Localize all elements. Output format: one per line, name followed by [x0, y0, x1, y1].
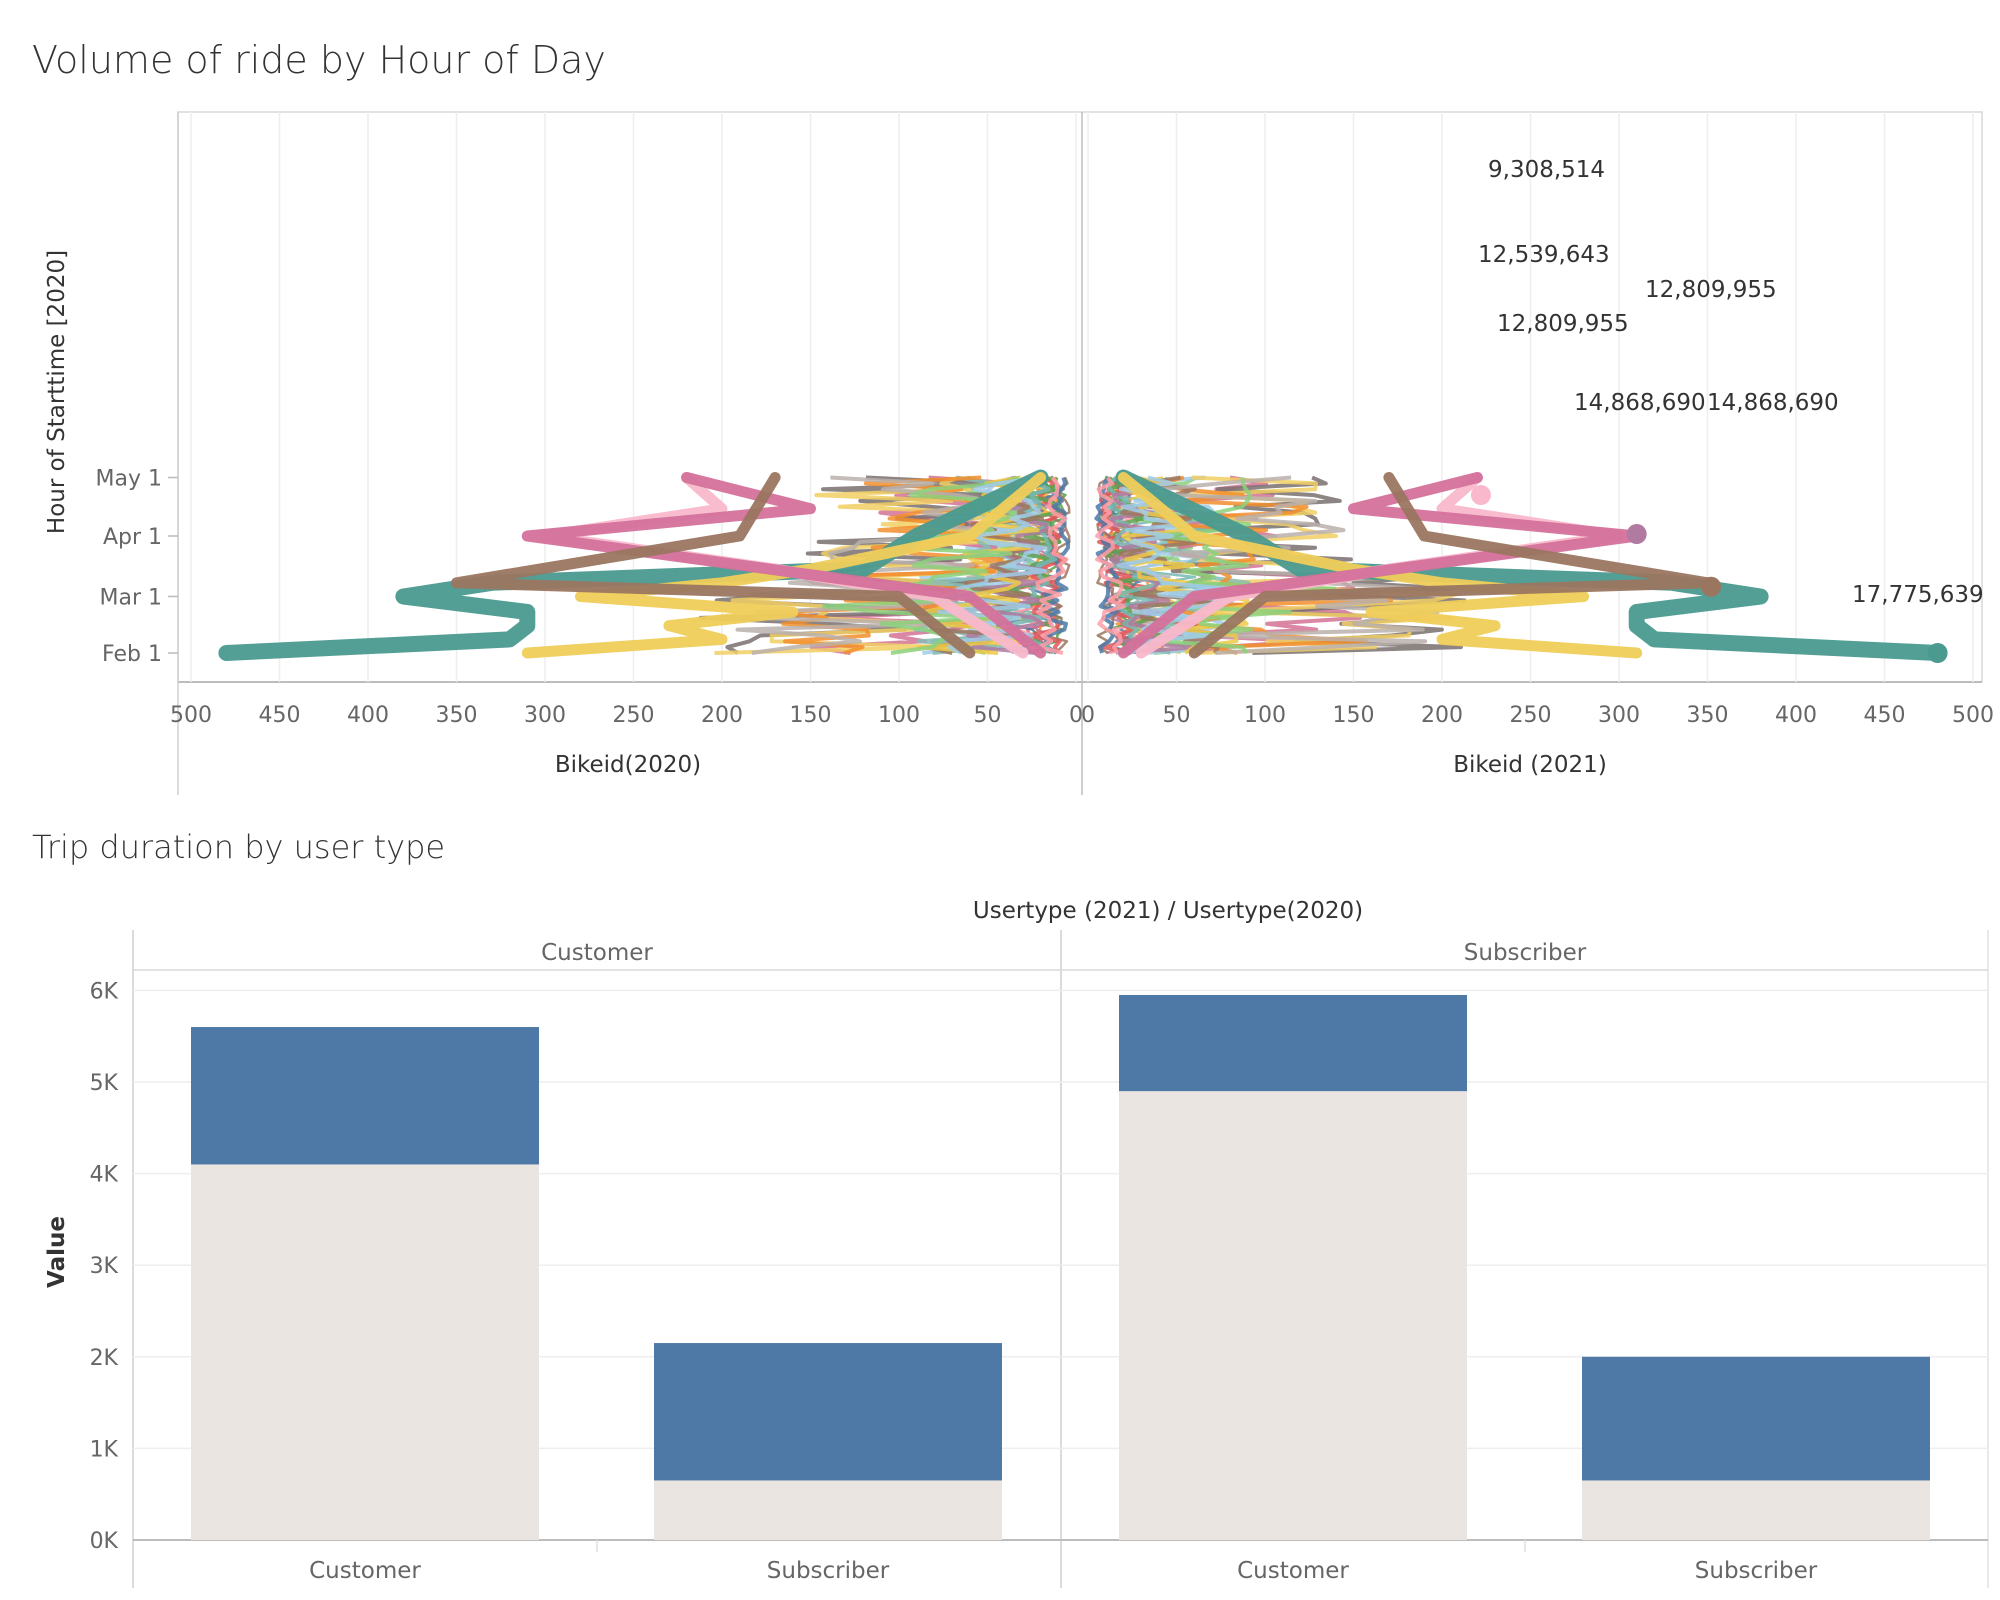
y-tick-label: 3K [90, 1254, 119, 1279]
y-axis-title: Hour of Starttime [2020] [44, 250, 70, 534]
column-header-title: Usertype (2021) / Usertype(2020) [973, 898, 1363, 924]
x-tick-label-left: 500 [170, 703, 212, 728]
y-tick-label: 5K [90, 1071, 119, 1096]
highlighted-series-line [521, 472, 1047, 659]
data-annotation: 14,868,690 [1707, 390, 1839, 416]
x-category-label: Subscriber [1695, 1558, 1818, 1584]
y-tick-label: Feb 1 [102, 642, 162, 667]
highlighted-series-line [1117, 472, 1643, 659]
x-tick-label-left: 150 [790, 703, 832, 728]
data-annotation: 17,775,639 [1852, 582, 1984, 608]
end-point-marker [1470, 485, 1491, 506]
bar-segment-base [191, 1164, 539, 1540]
bar-segment-top [191, 1027, 539, 1165]
end-point-marker [1927, 643, 1948, 663]
x-tick-label-right: 100 [1244, 703, 1286, 728]
data-annotation: 14,868,690 [1574, 390, 1706, 416]
end-point-marker [1626, 524, 1647, 545]
y-tick-label: May 1 [96, 467, 162, 492]
ride-volume-chart: 500 450 400 350 300 250 200 150 100 50 00 50 100 150 2… [44, 111, 1994, 795]
x-tick-label-left: 250 [613, 703, 655, 728]
panel-header: Customer [541, 940, 653, 966]
x-category-label: Customer [1237, 1558, 1349, 1584]
x-tick-label-right: 500 [1952, 703, 1994, 728]
x-tick-label-right: 300 [1598, 703, 1640, 728]
x-tick-label-left: 400 [347, 703, 389, 728]
data-annotation: 9,308,514 [1488, 157, 1605, 183]
x-tick-label-left: 300 [524, 703, 566, 728]
series-line [1035, 476, 1069, 655]
y-tick-label: 6K [90, 979, 119, 1004]
bar-segment-base [654, 1480, 1002, 1540]
series-line [1159, 475, 1440, 655]
chart-title-trip-duration: Trip duration by user type [32, 828, 446, 866]
x-tick-label-right: 450 [1864, 703, 1906, 728]
x-axis-title-right: Bikeid (2021) [1453, 752, 1607, 778]
panel-header: Subscriber [1464, 940, 1587, 966]
x-tick-label-right: 250 [1510, 703, 1552, 728]
x-axis-title-left: Bikeid(2020) [555, 752, 701, 778]
bar-segment-top [654, 1343, 1002, 1481]
y-tick-label: Apr 1 [103, 525, 162, 550]
x-tick-label-left: 0 [1069, 703, 1083, 728]
bar-segment-base [1582, 1480, 1930, 1540]
x-tick-label-right: 400 [1775, 703, 1817, 728]
y-tick-label: 1K [90, 1437, 119, 1462]
x-tick-label-left: 50 [974, 703, 1002, 728]
x-tick-label-right: 0 [1081, 703, 1095, 728]
chart-title-rides: Volume of ride by Hour of Day [32, 38, 606, 82]
y-tick-label: 0K [90, 1529, 119, 1554]
series-line [1155, 477, 1337, 655]
series-line [1095, 476, 1126, 655]
y-tick-label: 4K [90, 1163, 119, 1188]
x-tick-label-left: 450 [259, 703, 301, 728]
end-point-marker [1701, 576, 1722, 597]
data-annotation: 12,539,643 [1478, 242, 1610, 268]
bar-segment-top [1119, 994, 1467, 1092]
bar-segment-top [1582, 1356, 1930, 1481]
x-tick-label-right: 150 [1333, 703, 1375, 728]
highlighted-series-line [521, 472, 1047, 659]
x-tick-label-right: 200 [1421, 703, 1463, 728]
x-tick-label-right: 50 [1163, 703, 1191, 728]
x-category-label: Customer [309, 1558, 421, 1584]
data-annotation: 12,809,955 [1645, 277, 1777, 303]
x-tick-label-left: 100 [878, 703, 920, 728]
x-tick-label-right: 350 [1687, 703, 1729, 728]
y-tick-label: 2K [90, 1346, 119, 1371]
y-tick-label: Mar 1 [100, 585, 163, 610]
x-tick-label-left: 200 [701, 703, 743, 728]
bar-segment-base [1119, 1091, 1467, 1540]
highlighted-series-line [451, 472, 976, 659]
data-annotation: 12,809,955 [1497, 311, 1629, 337]
y-axis-title: Value [44, 1216, 70, 1288]
x-tick-label-left: 350 [436, 703, 478, 728]
x-category-label: Subscriber [767, 1558, 890, 1584]
